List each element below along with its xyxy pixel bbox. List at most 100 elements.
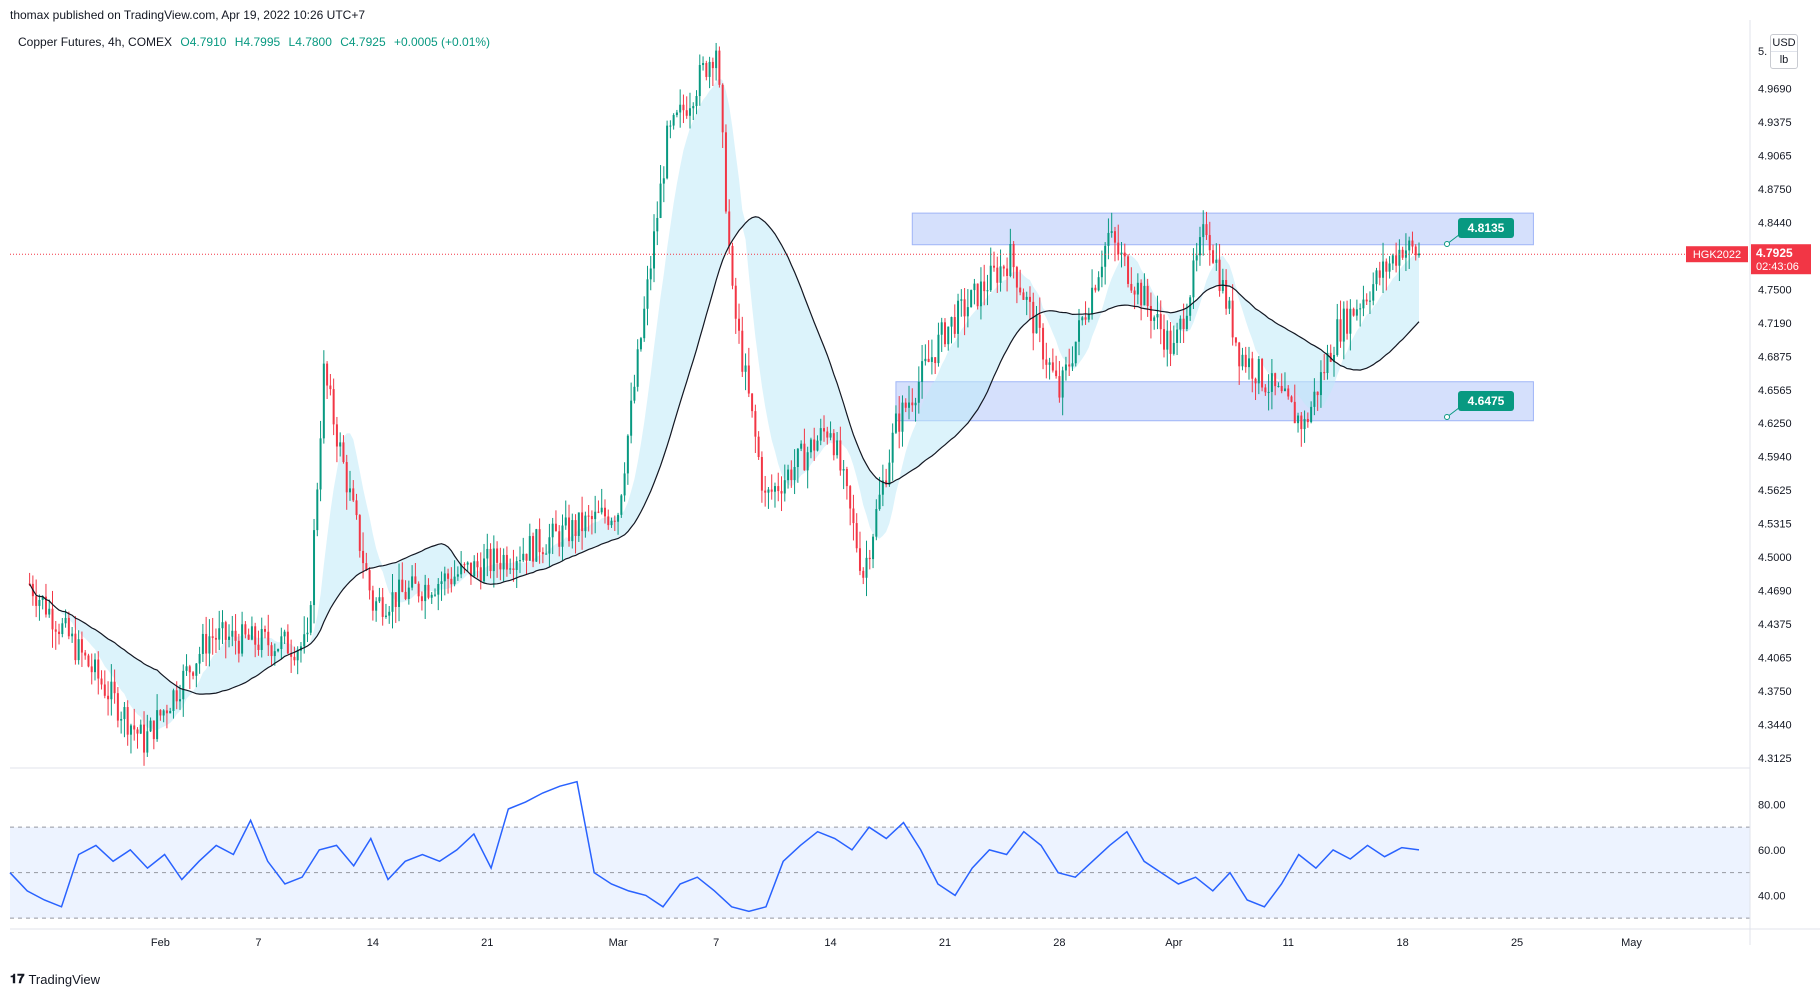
candle[interactable] xyxy=(378,587,381,604)
candle[interactable] xyxy=(957,293,960,348)
candle[interactable] xyxy=(1153,315,1156,330)
candle[interactable] xyxy=(1375,267,1378,291)
candle[interactable] xyxy=(149,717,152,733)
candle[interactable] xyxy=(878,476,881,511)
candle[interactable] xyxy=(1310,401,1313,424)
candle[interactable] xyxy=(489,543,492,579)
candle[interactable] xyxy=(1058,361,1061,403)
candle[interactable] xyxy=(577,512,580,542)
candle[interactable] xyxy=(816,435,819,452)
candle[interactable] xyxy=(1368,291,1371,314)
candle[interactable] xyxy=(587,505,590,532)
candle[interactable] xyxy=(927,340,930,363)
candle[interactable] xyxy=(332,378,335,436)
candle[interactable] xyxy=(904,398,907,413)
candle[interactable] xyxy=(1388,256,1391,279)
candle[interactable] xyxy=(855,513,858,553)
candle[interactable] xyxy=(205,616,208,667)
candle[interactable] xyxy=(345,454,348,510)
candle[interactable] xyxy=(64,609,67,628)
candle[interactable] xyxy=(1163,314,1166,358)
candle[interactable] xyxy=(280,627,283,660)
candle[interactable] xyxy=(437,578,440,611)
candle[interactable] xyxy=(819,418,822,446)
moving-average-line[interactable] xyxy=(29,216,1420,695)
candle[interactable] xyxy=(911,388,914,412)
candle[interactable] xyxy=(571,513,574,549)
unit-selector[interactable]: USD lb xyxy=(1770,34,1798,69)
candle[interactable] xyxy=(787,464,790,489)
candle[interactable] xyxy=(453,560,456,587)
candle[interactable] xyxy=(152,720,155,750)
candle[interactable] xyxy=(241,611,244,657)
candle[interactable] xyxy=(695,90,698,115)
candle[interactable] xyxy=(747,347,750,398)
candle[interactable] xyxy=(1002,264,1005,277)
candle[interactable] xyxy=(525,553,528,575)
candle[interactable] xyxy=(865,540,868,597)
candle[interactable] xyxy=(649,255,652,291)
candle[interactable] xyxy=(404,580,407,601)
candle[interactable] xyxy=(267,614,270,656)
candle[interactable] xyxy=(986,274,989,306)
candle[interactable] xyxy=(558,525,561,557)
candle[interactable] xyxy=(515,556,518,588)
candle[interactable] xyxy=(885,468,888,488)
candle[interactable] xyxy=(777,472,780,502)
candle[interactable] xyxy=(1192,248,1195,310)
candle[interactable] xyxy=(165,704,168,729)
candle[interactable] xyxy=(960,289,963,317)
candle[interactable] xyxy=(476,552,479,578)
candle[interactable] xyxy=(1274,372,1277,396)
candle[interactable] xyxy=(541,547,544,564)
candle[interactable] xyxy=(414,562,417,584)
candle[interactable] xyxy=(237,633,240,663)
candle[interactable] xyxy=(561,514,564,562)
candle[interactable] xyxy=(594,495,597,534)
candle[interactable] xyxy=(1411,231,1414,254)
candle[interactable] xyxy=(306,617,309,643)
candle[interactable] xyxy=(290,639,293,673)
candle[interactable] xyxy=(1006,257,1009,292)
candle[interactable] xyxy=(244,621,247,639)
candle[interactable] xyxy=(659,165,662,219)
candle[interactable] xyxy=(744,353,747,391)
currency-label[interactable]: USD xyxy=(1772,37,1796,49)
candle[interactable] xyxy=(1244,346,1247,373)
candle[interactable] xyxy=(940,317,943,352)
candle[interactable] xyxy=(116,687,119,728)
candle[interactable] xyxy=(139,719,142,735)
candle[interactable] xyxy=(447,568,450,594)
candle[interactable] xyxy=(989,247,992,292)
candle[interactable] xyxy=(1123,243,1126,267)
candle[interactable] xyxy=(813,427,816,461)
candle[interactable] xyxy=(1091,269,1094,320)
candle[interactable] xyxy=(630,382,633,444)
candle[interactable] xyxy=(1064,356,1067,381)
candle[interactable] xyxy=(1418,242,1420,258)
candle[interactable] xyxy=(1107,218,1110,260)
candle[interactable] xyxy=(780,476,783,512)
candle[interactable] xyxy=(535,528,538,563)
candle[interactable] xyxy=(146,714,149,757)
candle[interactable] xyxy=(54,620,57,650)
candle[interactable] xyxy=(1264,384,1267,396)
candle[interactable] xyxy=(548,523,551,567)
candle[interactable] xyxy=(61,617,64,638)
candle[interactable] xyxy=(509,558,512,575)
candle[interactable] xyxy=(394,592,397,623)
candle[interactable] xyxy=(675,109,678,118)
candle[interactable] xyxy=(159,709,162,721)
candle[interactable] xyxy=(466,561,469,573)
candle[interactable] xyxy=(966,289,969,328)
candle[interactable] xyxy=(1225,269,1228,315)
candle[interactable] xyxy=(1198,226,1201,266)
candle[interactable] xyxy=(872,533,875,569)
candle[interactable] xyxy=(1277,382,1280,388)
candle[interactable] xyxy=(656,201,659,246)
candle[interactable] xyxy=(401,562,404,593)
candle[interactable] xyxy=(532,532,535,568)
candle[interactable] xyxy=(1146,278,1149,317)
candle[interactable] xyxy=(77,630,80,665)
